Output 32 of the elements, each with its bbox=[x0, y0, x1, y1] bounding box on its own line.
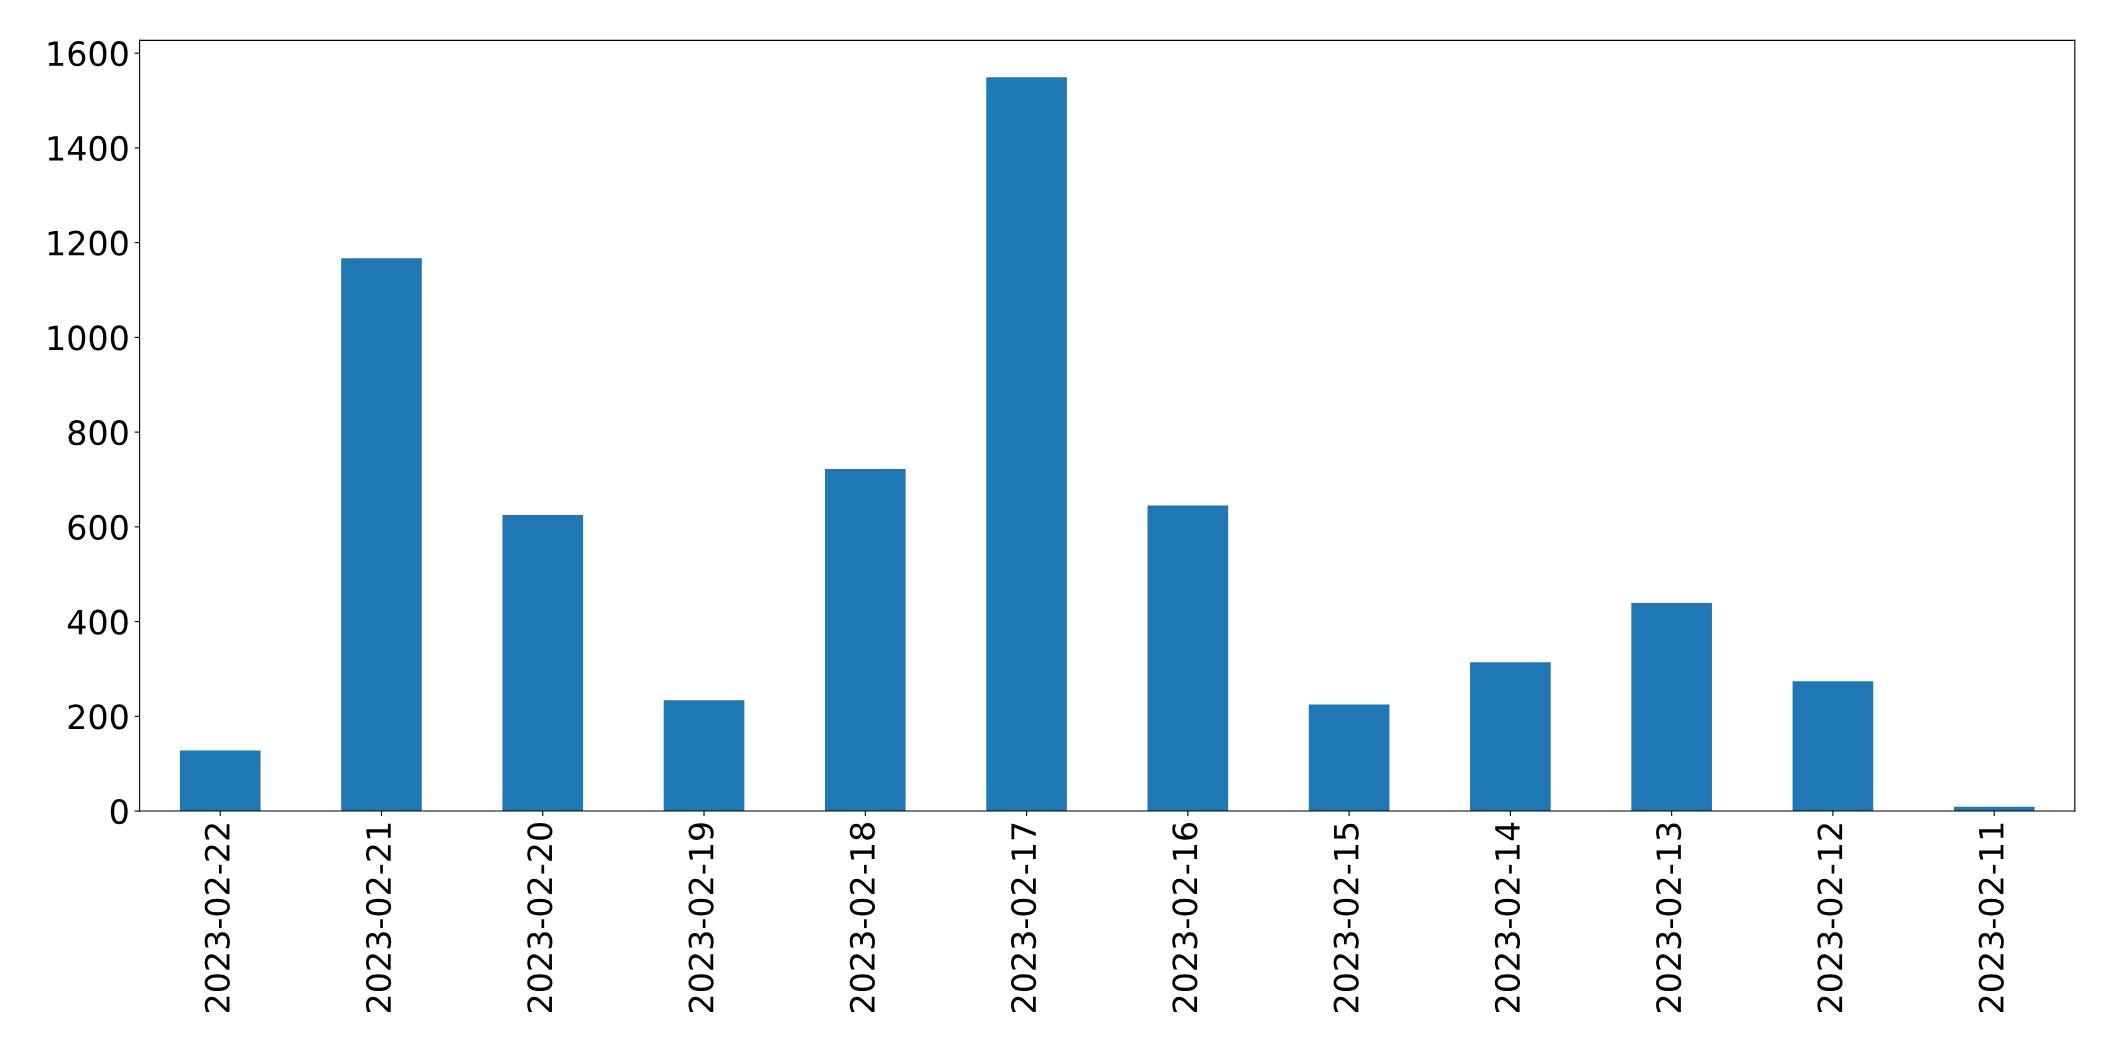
bar bbox=[502, 515, 584, 812]
bar bbox=[986, 77, 1067, 812]
y-tick-label: 200 bbox=[68, 704, 128, 730]
x-tick-label: 2023-02-22 bbox=[204, 824, 230, 1013]
x-tick-label: 2023-02-17 bbox=[1011, 823, 1037, 1013]
x-tick-label: 2023-02-14 bbox=[1494, 822, 1521, 1013]
x-tick-label: 2023-02-13 bbox=[1656, 823, 1682, 1013]
y-tick-label: 800 bbox=[68, 420, 128, 446]
y-tick-label: 1000 bbox=[48, 325, 128, 351]
bar bbox=[663, 700, 745, 812]
x-tick-label: 2023-02-11 bbox=[1978, 823, 2004, 1013]
bar bbox=[824, 469, 906, 812]
x-tick-label: 2023-02-16 bbox=[1172, 822, 1198, 1013]
bar bbox=[179, 750, 261, 812]
bar bbox=[1147, 505, 1229, 812]
y-tick-label: 600 bbox=[68, 514, 128, 540]
y-tick-label: 0 bbox=[110, 798, 128, 825]
bar bbox=[1308, 704, 1390, 812]
y-tick-label: 400 bbox=[67, 609, 128, 635]
bar bbox=[1631, 603, 1712, 812]
bar bbox=[1470, 662, 1551, 812]
y-tick-label: 1400 bbox=[48, 135, 128, 162]
x-tick-label: 2023-02-19 bbox=[688, 823, 714, 1013]
y-tick-label: 1200 bbox=[48, 230, 128, 256]
x-tick-label: 2023-02-21 bbox=[365, 823, 392, 1013]
x-tick-label: 2023-02-18 bbox=[849, 823, 875, 1013]
bar bbox=[341, 258, 422, 812]
x-tick-label: 2023-02-12 bbox=[1817, 824, 1843, 1013]
y-tick-label: 1600 bbox=[48, 41, 128, 67]
x-tick-label: 2023-02-15 bbox=[1333, 823, 1359, 1013]
bar bbox=[1792, 681, 1874, 812]
x-tick-label: 2023-02-20 bbox=[527, 823, 553, 1013]
